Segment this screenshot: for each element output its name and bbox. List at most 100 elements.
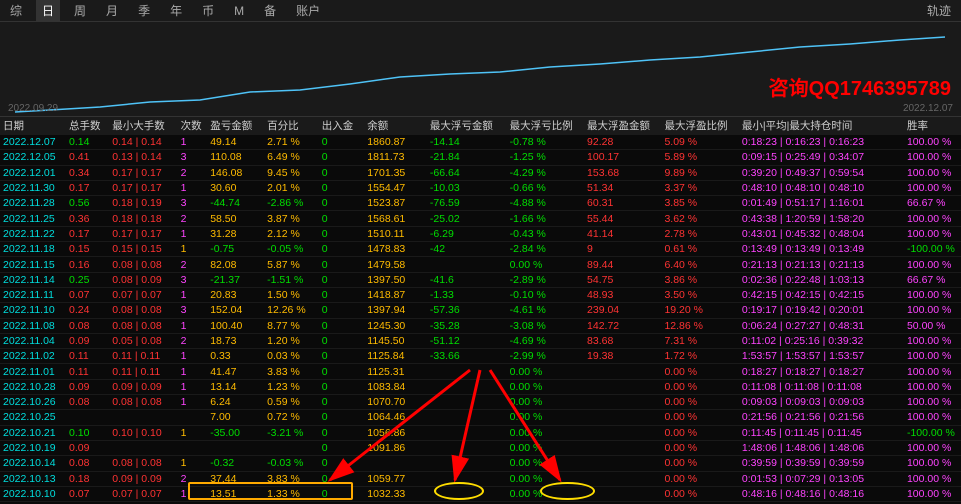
cell: 1.23 % — [264, 379, 319, 394]
cell: 92.28 — [584, 135, 661, 150]
col-header[interactable]: 百分比 — [264, 117, 319, 135]
cell: 0.11 | 0.11 — [109, 364, 177, 379]
cell: 0.00 % — [661, 379, 738, 394]
col-header[interactable]: 最小大手数 — [109, 117, 177, 135]
cell: 2 — [178, 257, 208, 272]
cell: 0.09 — [66, 440, 109, 455]
col-header[interactable]: 次数 — [178, 117, 208, 135]
table-row[interactable]: 2022.10.140.080.08 | 0.081-0.32-0.03 %00… — [0, 456, 961, 471]
cell — [584, 486, 661, 501]
cell: 6.24 — [207, 395, 264, 410]
table-row[interactable]: 2022.10.210.100.10 | 0.101-35.00-3.21 %0… — [0, 425, 961, 440]
cell: 0 — [319, 165, 365, 180]
cell: -1.33 — [427, 287, 507, 302]
cell: -76.59 — [427, 196, 507, 211]
table-row[interactable]: 2022.10.100.070.07 | 0.07113.511.33 %010… — [0, 486, 961, 501]
cell: -3.21 % — [264, 425, 319, 440]
cell — [584, 440, 661, 455]
table-row[interactable]: 2022.11.110.070.07 | 0.07120.831.50 %014… — [0, 287, 961, 302]
col-header[interactable]: 日期 — [0, 117, 66, 135]
toolbar-tab[interactable]: 综 — [4, 0, 28, 21]
col-header[interactable]: 最小|平均|最大持仓时间 — [739, 117, 904, 135]
cell: 1554.47 — [364, 180, 427, 195]
toolbar-tab[interactable]: M — [228, 2, 250, 20]
cell: 100.00 % — [904, 150, 961, 165]
toolbar-tab[interactable]: 备 — [258, 0, 282, 21]
cell: 2 — [178, 333, 208, 348]
table-row[interactable]: 2022.12.050.410.13 | 0.143110.086.49 %01… — [0, 150, 961, 165]
table-row[interactable]: 2022.11.040.090.05 | 0.08218.731.20 %011… — [0, 333, 961, 348]
cell: 2022.11.15 — [0, 257, 66, 272]
toolbar-tab[interactable]: 月 — [100, 0, 124, 21]
toolbar-tab[interactable]: 账户 — [290, 0, 326, 21]
table-row[interactable]: 2022.11.220.170.17 | 0.17131.282.12 %015… — [0, 226, 961, 241]
cell: -1.66 % — [507, 211, 584, 226]
cell: 0.08 — [66, 456, 109, 471]
cell: 9.45 % — [264, 165, 319, 180]
toolbar-tab[interactable]: 币 — [196, 0, 220, 21]
col-header[interactable]: 胜率 — [904, 117, 961, 135]
table-row[interactable]: 2022.12.070.140.14 | 0.14149.142.71 %018… — [0, 135, 961, 150]
cell: 1056.86 — [364, 425, 427, 440]
col-header[interactable]: 最大浮盈金额 — [584, 117, 661, 135]
cell: 0.17 — [66, 180, 109, 195]
table-row[interactable]: 2022.10.130.180.09 | 0.09237.443.83 %010… — [0, 471, 961, 486]
table-row[interactable]: 2022.11.180.150.15 | 0.151-0.75-0.05 %01… — [0, 242, 961, 257]
toolbar-right[interactable]: 轨迹 — [921, 0, 957, 21]
cell: 0 — [319, 379, 365, 394]
cell: 2022.11.11 — [0, 287, 66, 302]
toolbar-tab[interactable]: 季 — [132, 0, 156, 21]
table-row[interactable]: 2022.11.010.110.11 | 0.11141.473.83 %011… — [0, 364, 961, 379]
table-row[interactable]: 2022.11.100.240.08 | 0.083152.0412.26 %0… — [0, 303, 961, 318]
cell: 0.16 — [66, 257, 109, 272]
table-row[interactable]: 2022.12.010.340.17 | 0.172146.089.45 %01… — [0, 165, 961, 180]
col-header[interactable]: 余额 — [364, 117, 427, 135]
cell: 5.09 % — [661, 135, 738, 150]
cell: 2022.12.07 — [0, 135, 66, 150]
table-row[interactable]: 2022.10.257.000.72 %01064.460.00 %0.00 %… — [0, 410, 961, 425]
table-row[interactable]: 2022.11.250.360.18 | 0.18258.503.87 %015… — [0, 211, 961, 226]
cell: 0 — [319, 456, 365, 471]
cell: -44.74 — [207, 196, 264, 211]
cell: 0.00 % — [661, 410, 738, 425]
table-row[interactable]: 2022.11.150.160.08 | 0.08282.085.87 %014… — [0, 257, 961, 272]
col-header[interactable]: 出入金 — [319, 117, 365, 135]
toolbar-tab[interactable]: 年 — [164, 0, 188, 21]
table-row[interactable]: 2022.10.190.0901091.860.00 %0.00 %1:48:0… — [0, 440, 961, 455]
cell: 0.00 % — [507, 379, 584, 394]
cell: 3.37 % — [661, 180, 738, 195]
table-row[interactable]: 2022.11.140.250.08 | 0.093-21.37-1.51 %0… — [0, 272, 961, 287]
cell: 0.59 % — [264, 395, 319, 410]
cell: 1860.87 — [364, 135, 427, 150]
table-row[interactable]: 2022.10.280.090.09 | 0.09113.141.23 %010… — [0, 379, 961, 394]
cell: 0.36 — [66, 211, 109, 226]
col-header[interactable]: 最大浮亏金额 — [427, 117, 507, 135]
table-row[interactable]: 2022.11.080.080.08 | 0.081100.408.77 %01… — [0, 318, 961, 333]
cell: -0.75 — [207, 242, 264, 257]
cell: 13.14 — [207, 379, 264, 394]
col-header[interactable]: 最大浮亏比例 — [507, 117, 584, 135]
col-header[interactable]: 总手数 — [66, 117, 109, 135]
toolbar-tab[interactable]: 周 — [68, 0, 92, 21]
cell — [427, 257, 507, 272]
cell: 2 — [178, 471, 208, 486]
table-row[interactable]: 2022.11.300.170.17 | 0.17130.602.01 %015… — [0, 180, 961, 195]
col-header[interactable]: 盈亏金额 — [207, 117, 264, 135]
cell: 1125.31 — [364, 364, 427, 379]
cell: 0.00 % — [507, 257, 584, 272]
cell: 0.08 | 0.08 — [109, 456, 177, 471]
cell: 100.00 % — [904, 471, 961, 486]
cell: 0.09 — [66, 379, 109, 394]
cell: 0:18:27 | 0:18:27 | 0:18:27 — [739, 364, 904, 379]
toolbar-tab[interactable]: 日 — [36, 0, 60, 21]
col-header[interactable]: 最大浮盈比例 — [661, 117, 738, 135]
cell: 2.01 % — [264, 180, 319, 195]
table-row[interactable]: 2022.11.280.560.18 | 0.193-44.74-2.86 %0… — [0, 196, 961, 211]
cell: 0 — [319, 486, 365, 501]
cell — [584, 425, 661, 440]
cell: 3 — [178, 150, 208, 165]
cell: 1 — [178, 226, 208, 241]
cell: 1 — [178, 318, 208, 333]
table-row[interactable]: 2022.11.020.110.11 | 0.1110.330.03 %0112… — [0, 349, 961, 364]
table-row[interactable]: 2022.10.260.080.08 | 0.0816.240.59 %0107… — [0, 395, 961, 410]
